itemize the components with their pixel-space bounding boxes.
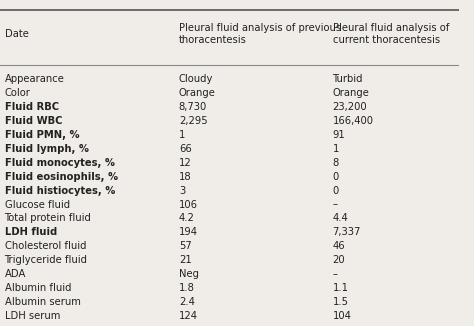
Text: 104: 104 (333, 311, 351, 321)
Text: 194: 194 (179, 227, 198, 237)
Text: 2.4: 2.4 (179, 297, 195, 307)
Text: Fluid histiocytes, %: Fluid histiocytes, % (5, 185, 115, 196)
Text: 12: 12 (179, 158, 191, 168)
Text: 1.1: 1.1 (333, 283, 348, 293)
Text: Cloudy: Cloudy (179, 74, 213, 84)
Text: Date: Date (5, 29, 28, 39)
Text: Orange: Orange (179, 88, 216, 98)
Text: 1: 1 (333, 144, 339, 154)
Text: Neg: Neg (179, 269, 199, 279)
Text: 4.2: 4.2 (179, 214, 195, 223)
Text: Color: Color (5, 88, 30, 98)
Text: Albumin fluid: Albumin fluid (5, 283, 71, 293)
Text: 1.5: 1.5 (333, 297, 348, 307)
Text: 2,295: 2,295 (179, 116, 208, 126)
Text: –: – (333, 269, 337, 279)
Text: Triglyceride fluid: Triglyceride fluid (5, 255, 88, 265)
Text: 8,730: 8,730 (179, 102, 207, 112)
Text: 0: 0 (333, 172, 339, 182)
Text: Turbid: Turbid (333, 74, 363, 84)
Text: 0: 0 (333, 185, 339, 196)
Text: 20: 20 (333, 255, 345, 265)
Text: 91: 91 (333, 130, 345, 140)
Text: 1.8: 1.8 (179, 283, 195, 293)
Text: Fluid PMN, %: Fluid PMN, % (5, 130, 79, 140)
Text: 23,200: 23,200 (333, 102, 367, 112)
Text: 8: 8 (333, 158, 339, 168)
Text: Pleural fluid analysis of previous
thoracentesis: Pleural fluid analysis of previous thora… (179, 23, 341, 45)
Text: 166,400: 166,400 (333, 116, 374, 126)
Text: Fluid RBC: Fluid RBC (5, 102, 59, 112)
Text: Fluid monocytes, %: Fluid monocytes, % (5, 158, 115, 168)
Text: 66: 66 (179, 144, 191, 154)
Text: Fluid eosinophils, %: Fluid eosinophils, % (5, 172, 118, 182)
Text: 18: 18 (179, 172, 191, 182)
Text: Fluid lymph, %: Fluid lymph, % (5, 144, 89, 154)
Text: Total protein fluid: Total protein fluid (5, 214, 91, 223)
Text: Orange: Orange (333, 88, 369, 98)
Text: 7,337: 7,337 (333, 227, 361, 237)
Text: –: – (333, 200, 337, 210)
Text: 46: 46 (333, 241, 345, 251)
Text: Cholesterol fluid: Cholesterol fluid (5, 241, 86, 251)
Text: 124: 124 (179, 311, 198, 321)
Text: 106: 106 (179, 200, 198, 210)
Text: 3: 3 (179, 185, 185, 196)
Text: LDH serum: LDH serum (5, 311, 60, 321)
Text: Glucose fluid: Glucose fluid (5, 200, 70, 210)
Text: 21: 21 (179, 255, 191, 265)
Text: Appearance: Appearance (5, 74, 64, 84)
Text: Pleural fluid analysis of
current thoracentesis: Pleural fluid analysis of current thorac… (333, 23, 449, 45)
Text: Albumin serum: Albumin serum (5, 297, 81, 307)
Text: Fluid WBC: Fluid WBC (5, 116, 62, 126)
Text: LDH fluid: LDH fluid (5, 227, 57, 237)
Text: 4.4: 4.4 (333, 214, 348, 223)
Text: 1: 1 (179, 130, 185, 140)
Text: ADA: ADA (5, 269, 26, 279)
Text: 57: 57 (179, 241, 191, 251)
